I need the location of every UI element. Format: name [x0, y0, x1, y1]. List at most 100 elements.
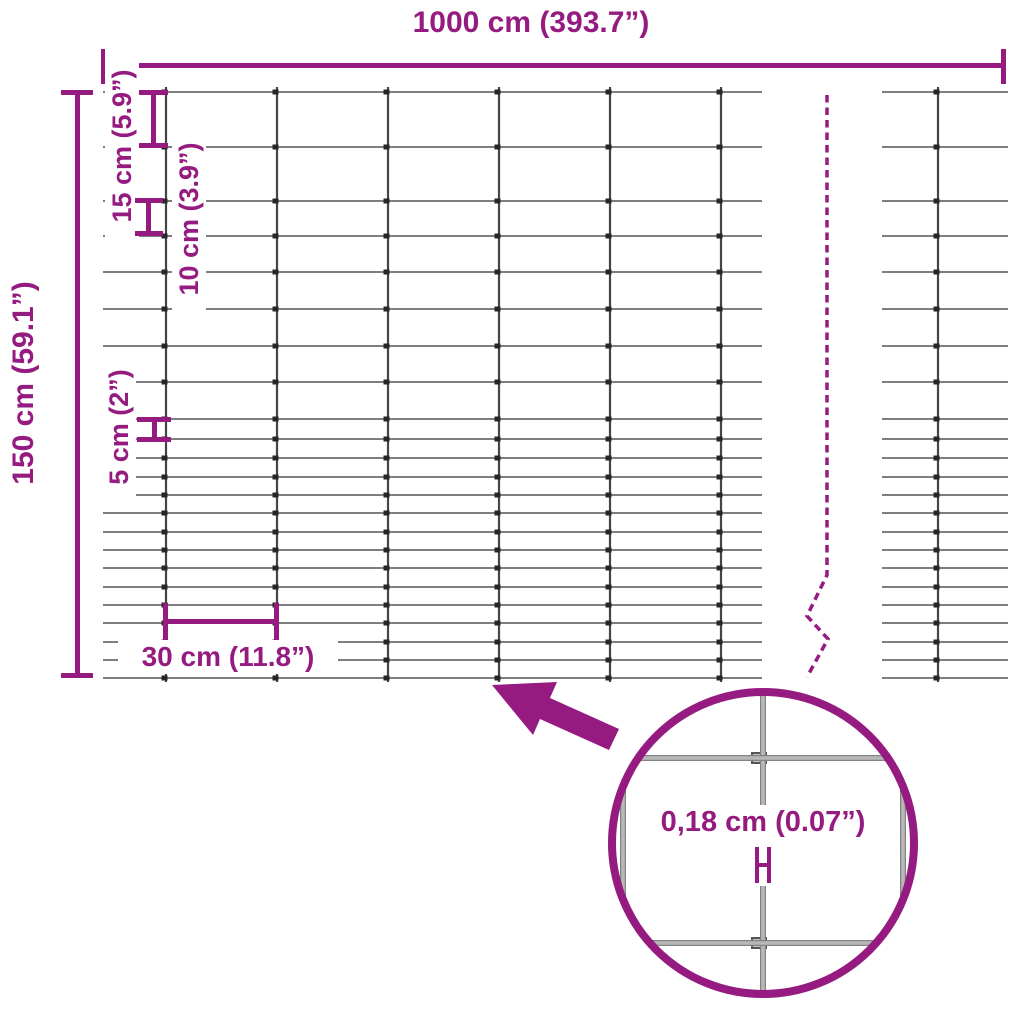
mesh-wire: [494, 657, 501, 663]
mesh-wire: [494, 306, 501, 312]
mesh-wire: [161, 269, 168, 275]
height-dimension-bottom-tick: [61, 673, 93, 678]
mesh-wire: [383, 89, 390, 95]
mesh-wire: [716, 89, 723, 95]
mesh-wire: [272, 474, 279, 480]
mesh-wire: [383, 416, 390, 422]
mesh-wire: [605, 379, 612, 385]
mesh-wire: [716, 436, 723, 442]
mesh-wire: [494, 455, 501, 461]
mesh-wire: [716, 657, 723, 663]
mesh-wire: [161, 529, 168, 535]
mesh-wire: [383, 657, 390, 663]
mesh-wire: [494, 675, 501, 681]
mesh-wire: [494, 620, 501, 626]
mesh-wire: [494, 584, 501, 590]
mesh-wire: [383, 233, 390, 239]
height-dimension-line: [75, 92, 80, 676]
mesh-wire: [272, 455, 279, 461]
mesh-wire: [494, 89, 501, 95]
mesh-wire: [716, 547, 723, 553]
mesh-wire: [933, 416, 940, 422]
wire-thickness-marker: [755, 847, 771, 883]
mesh-wire: [933, 474, 940, 480]
gap-10-bracket-bottom: [135, 231, 163, 236]
mesh-wire: [272, 198, 279, 204]
mesh-wire: [716, 492, 723, 498]
mesh-wire: [494, 492, 501, 498]
mesh-wire: [605, 547, 612, 553]
magnifier-arrow: [492, 682, 619, 750]
mesh-wire: [933, 657, 940, 663]
mesh-wire: [494, 436, 501, 442]
mesh-wire: [605, 602, 612, 608]
mesh-wire: [383, 379, 390, 385]
mesh-wire: [383, 529, 390, 535]
mesh-wire: [494, 343, 501, 349]
mesh-wire: [494, 269, 501, 275]
mesh-wire: [933, 455, 940, 461]
mesh-break-line: [804, 95, 831, 678]
gap-15-label: 15 cm (5.9”): [105, 46, 139, 246]
gap-5-bracket-stem: [152, 417, 157, 442]
mesh-wire: [933, 269, 940, 275]
mesh-wire: [605, 306, 612, 312]
width-dimension-left-tick: [101, 49, 106, 84]
mesh-wire: [933, 584, 940, 590]
mesh-wire: [161, 474, 168, 480]
mesh-wire: [933, 306, 940, 312]
mesh-wire: [933, 89, 940, 95]
mesh-wire: [933, 547, 940, 553]
mesh-wire: [605, 269, 612, 275]
mesh-wire: [383, 602, 390, 608]
mesh-wire: [272, 584, 279, 590]
mesh-wire: [605, 510, 612, 516]
mesh-wire: [272, 510, 279, 516]
mesh-wire: [383, 639, 390, 645]
mesh-wire: [605, 620, 612, 626]
mesh-wire: [605, 529, 612, 535]
mesh-wire: [605, 198, 612, 204]
mesh-wire: [605, 89, 612, 95]
mesh-wire: [716, 565, 723, 571]
mesh-wire: [494, 639, 501, 645]
gap-5-bracket-bottom: [137, 437, 171, 442]
mesh-wire: [716, 675, 723, 681]
mesh-wire: [933, 343, 940, 349]
mesh-wire: [161, 492, 168, 498]
column-30-bracket-beam: [163, 619, 279, 624]
mesh-wire: [933, 639, 940, 645]
mesh-wire: [272, 416, 279, 422]
mesh-wire: [494, 198, 501, 204]
mesh-wire: [161, 455, 168, 461]
mesh-wire: [933, 379, 940, 385]
mesh-wire: [161, 198, 168, 204]
mesh-wire: [716, 620, 723, 626]
mesh-wire: [161, 343, 168, 349]
mesh-wire: [716, 584, 723, 590]
gap-5-label: 5 cm (2”): [102, 347, 136, 507]
mesh-wire: [933, 144, 940, 150]
width-dimension-label: 1000 cm (393.7”): [412, 6, 650, 39]
magnifier-ring: [608, 688, 918, 998]
mesh-wire: [383, 455, 390, 461]
mesh-wire: [383, 474, 390, 480]
mesh-wire: [605, 343, 612, 349]
mesh-wire: [716, 602, 723, 608]
mesh-wire: [383, 584, 390, 590]
mesh-wire: [161, 510, 168, 516]
mesh-wire: [933, 602, 940, 608]
mesh-wire: [716, 379, 723, 385]
mesh-wire: [272, 529, 279, 535]
mesh-wire: [933, 233, 940, 239]
mesh-wire: [272, 306, 279, 312]
mesh-wire: [494, 144, 501, 150]
mesh-wire: [161, 379, 168, 385]
mesh-wire: [161, 584, 168, 590]
mesh-wire: [605, 639, 612, 645]
mesh-wire: [272, 144, 279, 150]
mesh-wire: [383, 565, 390, 571]
mesh-wire: [272, 436, 279, 442]
mesh-wire: [272, 547, 279, 553]
